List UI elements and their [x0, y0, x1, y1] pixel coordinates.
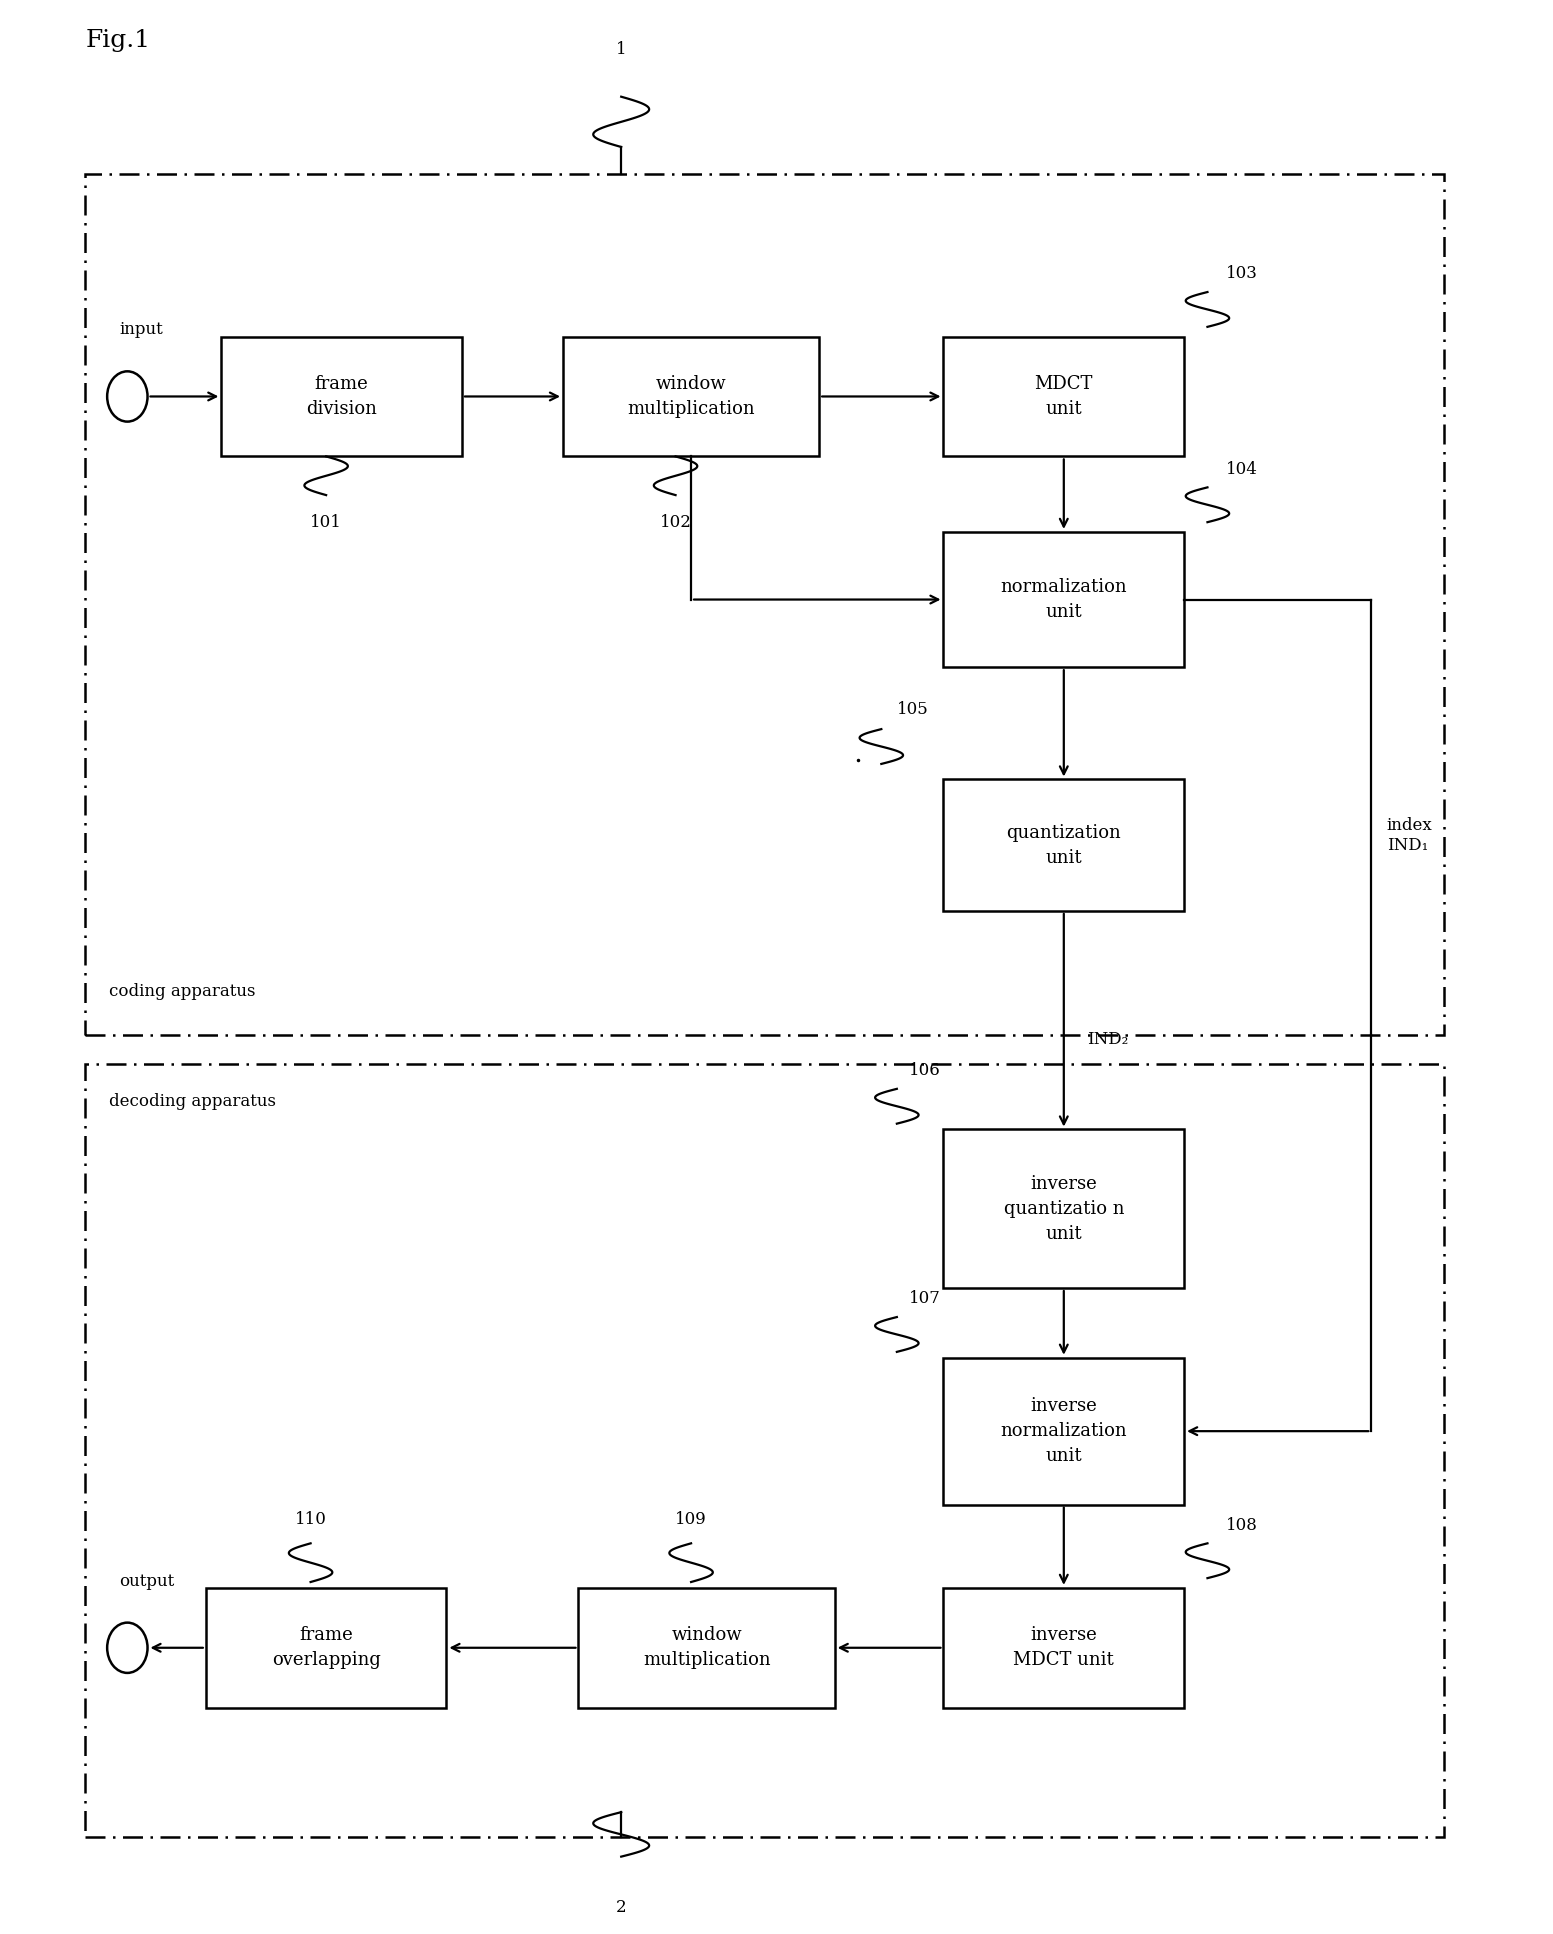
- Text: 102: 102: [660, 514, 691, 532]
- Bar: [205, 1588, 447, 1708]
- Bar: [562, 337, 820, 456]
- Text: output: output: [120, 1572, 175, 1590]
- Text: frame
division: frame division: [306, 375, 377, 418]
- Text: 101: 101: [311, 514, 342, 532]
- Text: window
multiplication: window multiplication: [627, 375, 755, 418]
- Text: 110: 110: [295, 1510, 326, 1528]
- Text: 2: 2: [617, 1899, 626, 1917]
- Bar: [85, 174, 1444, 1035]
- Text: 104: 104: [1227, 460, 1258, 478]
- Bar: [944, 1358, 1185, 1505]
- Text: 105: 105: [898, 700, 929, 718]
- Text: coding apparatus: coding apparatus: [109, 982, 255, 1000]
- Text: 108: 108: [1227, 1516, 1258, 1534]
- Bar: [944, 337, 1185, 456]
- Text: frame
overlapping: frame overlapping: [272, 1626, 380, 1669]
- Text: index
IND₁: index IND₁: [1387, 818, 1432, 853]
- Text: window
multiplication: window multiplication: [643, 1626, 770, 1669]
- Bar: [578, 1588, 836, 1708]
- Text: decoding apparatus: decoding apparatus: [109, 1093, 276, 1110]
- Bar: [85, 1064, 1444, 1837]
- Text: IND₂: IND₂: [1087, 1031, 1129, 1048]
- Bar: [944, 1129, 1185, 1288]
- Text: normalization
unit: normalization unit: [1000, 578, 1127, 621]
- Text: inverse
quantizatio n
unit: inverse quantizatio n unit: [1003, 1174, 1124, 1244]
- Text: 1: 1: [617, 41, 626, 58]
- Text: MDCT
unit: MDCT unit: [1034, 375, 1093, 418]
- Text: 107: 107: [910, 1290, 941, 1307]
- Text: 106: 106: [910, 1062, 941, 1079]
- Text: inverse
MDCT unit: inverse MDCT unit: [1014, 1626, 1114, 1669]
- Text: input: input: [120, 321, 163, 338]
- Text: 109: 109: [676, 1510, 707, 1528]
- Text: 103: 103: [1227, 265, 1258, 282]
- Bar: [944, 532, 1185, 667]
- Bar: [944, 779, 1185, 911]
- Bar: [222, 337, 463, 456]
- Text: Fig.1: Fig.1: [85, 29, 151, 52]
- Text: inverse
normalization
unit: inverse normalization unit: [1000, 1396, 1127, 1466]
- Bar: [944, 1588, 1185, 1708]
- Text: quantization
unit: quantization unit: [1006, 824, 1121, 866]
